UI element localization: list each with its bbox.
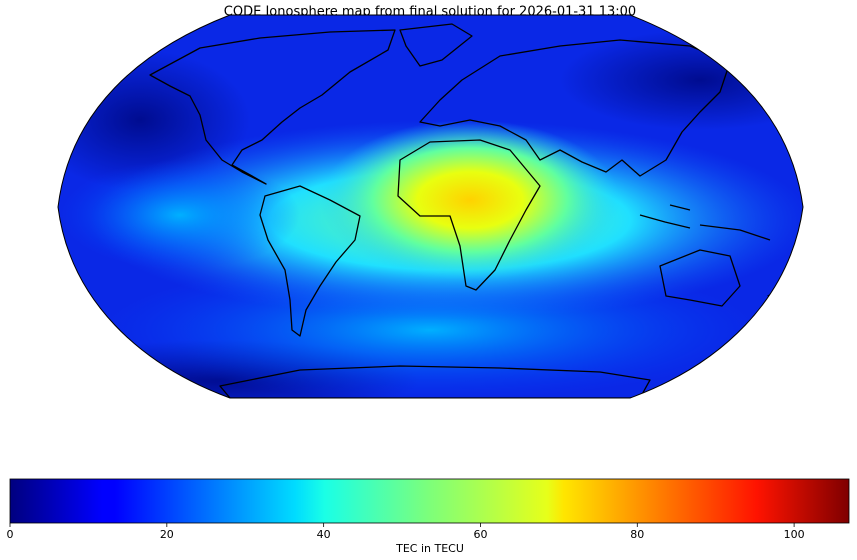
colorbar — [9, 478, 850, 524]
colorbar-tick-label: 40 — [317, 528, 331, 541]
indonesia — [639, 204, 771, 241]
north-america — [149, 29, 396, 185]
colorbar-tick-label: 0 — [7, 528, 14, 541]
colorbar-tick-label: 100 — [784, 528, 805, 541]
australia — [659, 249, 741, 307]
colorbar-tick-label: 60 — [473, 528, 487, 541]
antarctica — [219, 365, 651, 398]
greenland — [399, 23, 473, 67]
low-region — [560, 30, 803, 130]
mid-region — [60, 160, 300, 270]
tec-map — [58, 15, 803, 398]
colorbar-tick-label: 20 — [160, 528, 174, 541]
south-america — [259, 185, 361, 337]
high-region — [320, 120, 620, 280]
coastlines — [149, 23, 776, 398]
africa — [397, 139, 541, 291]
colorbar-label: TEC in TECU — [395, 542, 464, 555]
colorbar-tick-label: 80 — [630, 528, 644, 541]
eurasia — [419, 39, 731, 177]
